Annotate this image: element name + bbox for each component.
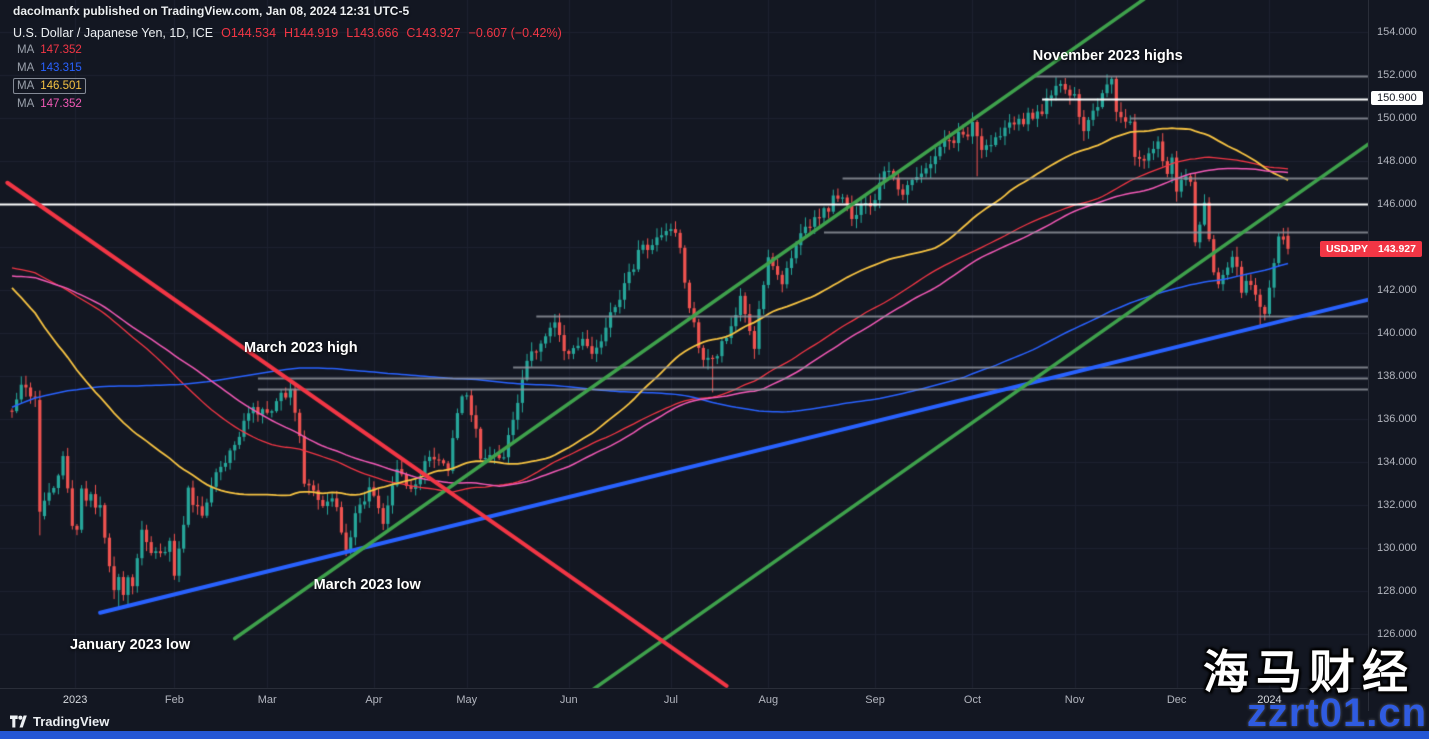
ma-label: MA bbox=[17, 62, 35, 74]
time-axis-label: 2024 bbox=[1257, 694, 1282, 706]
low-value: L143.666 bbox=[346, 26, 399, 40]
level-price-label[interactable]: 150.900 bbox=[1371, 90, 1423, 105]
time-axis-label: Apr bbox=[365, 694, 383, 706]
price-axis-label: 152.000 bbox=[1377, 69, 1417, 82]
ma-value: 147.352 bbox=[40, 98, 82, 110]
change-value: −0.607 (−0.42%) bbox=[468, 26, 562, 40]
ma-label: MA bbox=[17, 98, 35, 110]
price-axis-label: 126.000 bbox=[1377, 628, 1417, 641]
ma-legend-row-1[interactable]: MA 147.352 bbox=[13, 42, 86, 58]
time-axis-label: Dec bbox=[1166, 694, 1187, 706]
ma-value: 143.315 bbox=[40, 62, 82, 74]
time-axis-label: Jun bbox=[559, 694, 578, 706]
time-axis-label: Aug bbox=[758, 694, 779, 706]
attribution-text: dacolmanfx published on TradingView.com,… bbox=[13, 4, 410, 18]
symbol-legend-row[interactable]: U.S. Dollar / Japanese Yen, 1D, ICE O144… bbox=[13, 26, 562, 40]
price-axis-label: 148.000 bbox=[1377, 155, 1417, 168]
price-axis-label: 136.000 bbox=[1377, 413, 1417, 426]
last-price-label[interactable]: USDJPY 143.927 bbox=[1320, 240, 1422, 257]
price-axis-label: 130.000 bbox=[1377, 542, 1417, 555]
last-price-symbol: USDJPY bbox=[1326, 242, 1369, 255]
last-price-value: 143.927 bbox=[1378, 242, 1416, 255]
chart-annotation[interactable]: March 2023 low bbox=[313, 577, 421, 594]
time-axis-label: Sep bbox=[865, 694, 885, 706]
chart-legend: U.S. Dollar / Japanese Yen, 1D, ICE O144… bbox=[13, 26, 562, 112]
ma-value: 146.501 bbox=[40, 80, 82, 92]
tradingview-brand-text[interactable]: TradingView bbox=[33, 713, 110, 729]
time-axis[interactable]: 2023 Feb Mar Apr May Jun Jul Aug Sep Oct Nov Dec 202… bbox=[0, 688, 1368, 712]
close-value: C143.927 bbox=[406, 26, 461, 40]
time-axis-label: Feb bbox=[164, 694, 184, 706]
price-axis-label: 150.000 bbox=[1377, 112, 1417, 125]
high-value: H144.919 bbox=[284, 26, 339, 40]
price-axis-label: 142.000 bbox=[1377, 284, 1417, 297]
ma-legend-row-4[interactable]: MA 147.352 bbox=[13, 96, 86, 112]
chart-annotation[interactable]: January 2023 low bbox=[70, 637, 191, 654]
price-axis-label: 146.000 bbox=[1377, 198, 1417, 211]
time-axis-label: Jul bbox=[663, 694, 678, 706]
time-axis-label: 2023 bbox=[62, 694, 88, 706]
ma-legend-row-2[interactable]: MA 143.315 bbox=[13, 60, 86, 76]
price-axis[interactable]: 150.900 154.000 152.000 150.000 148.000 146.… bbox=[1368, 0, 1429, 711]
time-axis-label: Nov bbox=[1064, 694, 1085, 706]
time-axis-label: Oct bbox=[963, 694, 982, 706]
price-axis-label: 140.000 bbox=[1377, 327, 1417, 340]
chart-annotation[interactable]: March 2023 high bbox=[244, 339, 358, 356]
ma-label: MA bbox=[17, 44, 35, 56]
ma-label: MA bbox=[17, 80, 35, 92]
watermark-cjk-text: 海马财经 bbox=[1203, 646, 1415, 698]
time-axis-label: Mar bbox=[257, 694, 277, 706]
ma-value: 147.352 bbox=[40, 44, 82, 56]
footer-bar: TradingView bbox=[0, 711, 1429, 731]
tradingview-logo-icon[interactable] bbox=[10, 714, 27, 729]
price-axis-label: 128.000 bbox=[1377, 585, 1417, 598]
watermark-domain-text: zzrt01.cn bbox=[1246, 691, 1427, 735]
price-axis-label: 132.000 bbox=[1377, 499, 1417, 512]
price-axis-label: 138.000 bbox=[1377, 370, 1417, 383]
watermark-bottom-bar bbox=[0, 731, 1429, 739]
price-axis-label: 154.000 bbox=[1377, 26, 1417, 39]
price-chart-canvas[interactable] bbox=[0, 0, 1429, 711]
price-axis-label: 134.000 bbox=[1377, 456, 1417, 469]
ma-legend-row-3[interactable]: MA 146.501 bbox=[13, 78, 86, 94]
chart-annotation[interactable]: November 2023 highs bbox=[1032, 48, 1183, 65]
open-value: O144.534 bbox=[221, 26, 277, 40]
time-axis-label: May bbox=[456, 694, 478, 706]
symbol-title: U.S. Dollar / Japanese Yen, 1D, ICE bbox=[13, 26, 214, 40]
